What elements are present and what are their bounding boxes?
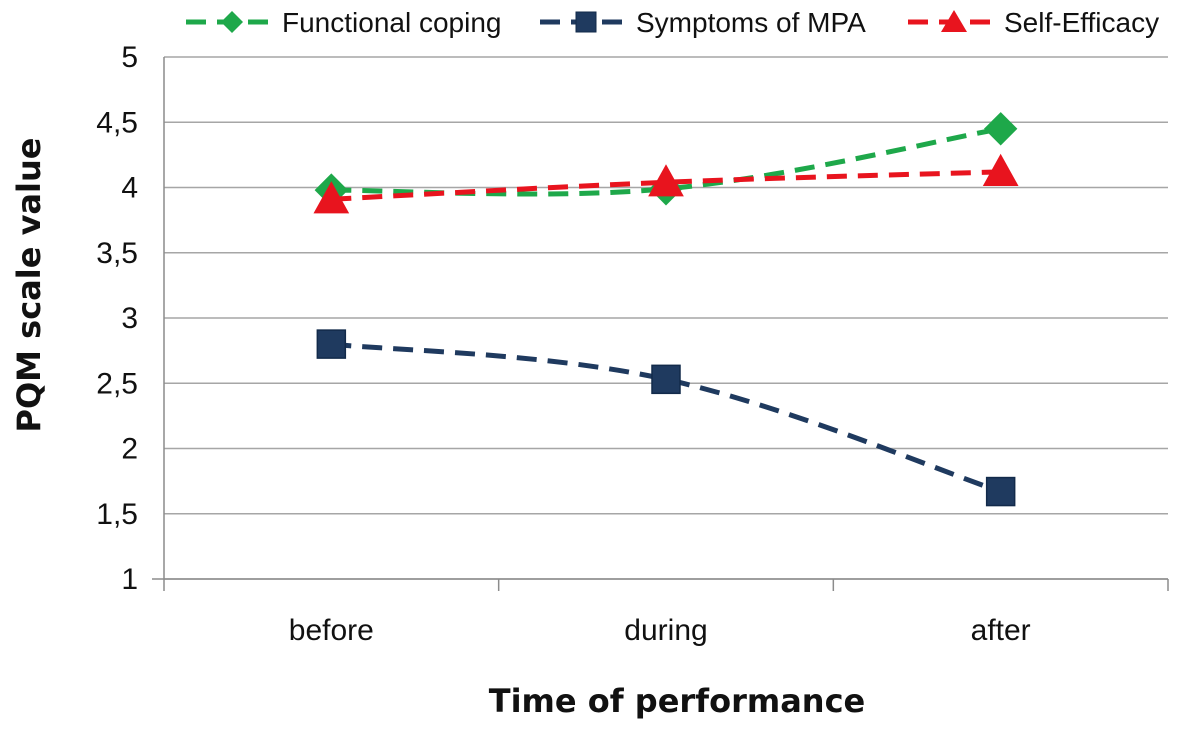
legend-triangle-icon — [941, 10, 967, 32]
y-axis-title: PQM scale value — [10, 138, 48, 433]
y-tick-labels: 1 1,5 2 2,5 3 3,5 4 4,5 5 — [96, 41, 138, 596]
x-tick-label-after: after — [971, 614, 1031, 647]
x-tick-label-before: before — [289, 614, 374, 647]
legend-label: Symptoms of MPA — [636, 7, 866, 38]
x-axis-title: Time of performance — [489, 682, 866, 720]
series-line — [331, 341, 1002, 494]
gridlines — [164, 56, 1168, 580]
legend-diamond-icon — [221, 11, 243, 33]
series — [313, 112, 1019, 507]
data-point-before — [313, 181, 350, 214]
y-tick-label: 2,5 — [96, 367, 138, 400]
axes — [152, 57, 1169, 591]
series-line — [331, 126, 1002, 197]
series-self-efficacy — [313, 153, 1019, 214]
x-tick-labels: before during after — [289, 614, 1031, 647]
data-point-after — [982, 153, 1019, 186]
legend-item-self-efficacy: Self-Efficacy — [908, 7, 1159, 38]
y-tick-label: 1,5 — [96, 498, 138, 531]
data-point-after — [985, 476, 1016, 507]
data-point-during — [651, 364, 681, 395]
legend-label: Self-Efficacy — [1004, 7, 1159, 38]
y-tick-label: 5 — [121, 41, 138, 74]
legend-square-icon — [575, 11, 597, 33]
data-point-during — [648, 164, 684, 197]
data-point-after — [983, 112, 1018, 146]
legend: Functional coping Symptoms of MPA Self-Eff… — [186, 7, 1159, 38]
y-tick-label: 2 — [121, 433, 138, 466]
y-tick-label: 4,5 — [96, 106, 138, 139]
legend-item-symptoms-of-mpa: Symptoms of MPA — [540, 7, 866, 38]
x-tick-label-during: during — [624, 614, 707, 647]
legend-item-functional-coping: Functional coping — [186, 7, 501, 38]
y-tick-label: 1 — [121, 563, 138, 596]
y-tick-label: 3 — [121, 302, 138, 335]
series-line — [331, 169, 1001, 202]
legend-label: Functional coping — [282, 7, 501, 38]
series-symptoms-of-mpa — [316, 329, 1016, 507]
y-tick-label: 4 — [121, 172, 138, 205]
data-point-before — [316, 329, 347, 359]
y-tick-label: 3,5 — [96, 237, 138, 270]
